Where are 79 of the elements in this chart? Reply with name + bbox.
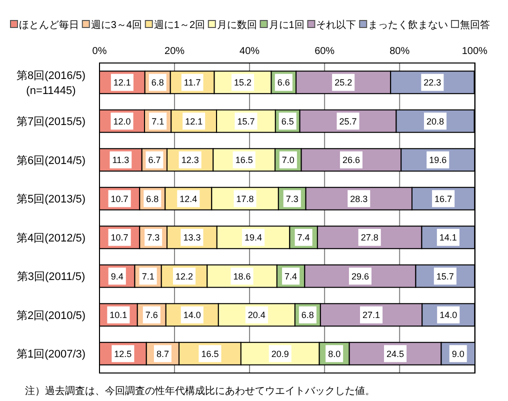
data-label: 16.5 (235, 155, 253, 166)
data-label: 6.8 (151, 78, 164, 88)
data-label: 28.3 (350, 194, 368, 204)
x-tick-label: 80% (390, 46, 410, 57)
data-label: 29.6 (351, 271, 369, 282)
data-label: 20.9 (271, 348, 289, 359)
data-label: 7.3 (286, 194, 298, 204)
legend-label: ほとんど毎日 (19, 19, 79, 31)
data-label: 15.2 (234, 78, 252, 88)
legend-label: まったく飲まない (368, 20, 448, 31)
data-label: 7.4 (297, 232, 310, 243)
data-label: 12.1 (113, 78, 131, 88)
y-tick-label: 第6回(2014/5) (16, 154, 86, 167)
y-tick-label: 第3回(2011/5) (16, 271, 86, 284)
y-tick-label: 第8回(2016/5) (n=11445) (16, 70, 86, 97)
legend-label: 週に3～4回 (90, 20, 142, 31)
legend-label: 月に1回 (268, 20, 304, 31)
data-label: 18.6 (233, 271, 251, 282)
data-label: 12.3 (181, 155, 199, 166)
data-label: 26.6 (342, 155, 360, 166)
data-label: 6.7 (148, 155, 161, 166)
data-label: 14.1 (439, 232, 457, 243)
data-label: 7.1 (142, 271, 154, 282)
data-label: 27.1 (362, 310, 380, 320)
x-tick-label: 100% (462, 46, 488, 57)
text: 注）過去調査は、今回調査の性年代構成比にあわせてウエイトバックした値。 (25, 385, 375, 397)
data-label: 11.7 (184, 78, 201, 88)
data-label: 25.2 (334, 78, 352, 88)
legend-label: 週に1～2回 (154, 20, 206, 31)
data-label: 9.4 (110, 271, 124, 282)
data-label: 6.6 (277, 78, 290, 88)
legend-label: 月に数回 (216, 20, 257, 31)
data-label: 15.7 (237, 116, 255, 126)
data-label: 19.4 (244, 232, 262, 243)
data-label: 7.6 (145, 310, 158, 320)
y-tick-label: 第4回(2012/5) (16, 232, 86, 244)
data-label: 13.3 (183, 232, 201, 243)
data-label: 7.4 (284, 271, 298, 282)
data-label: 20.4 (248, 310, 266, 320)
data-label: 16.5 (201, 348, 219, 359)
x-tick-label: 20% (164, 46, 185, 57)
data-label: 20.8 (426, 116, 444, 126)
data-label: 7.0 (282, 155, 294, 166)
data-label: 8.7 (156, 348, 169, 359)
data-label: 12.1 (185, 116, 203, 126)
data-label: 12.5 (114, 348, 132, 359)
data-label: 6.8 (301, 310, 314, 320)
legend-label: それ以下 (316, 19, 356, 31)
y-tick-label: 第7回(2015/5) (16, 116, 86, 128)
data-label: 10.7 (110, 194, 128, 204)
data-label: 10.7 (110, 232, 128, 243)
x-tick-label: 60% (314, 46, 335, 57)
data-label: 6.8 (146, 194, 159, 204)
data-label: 14.0 (183, 310, 201, 320)
data-label: 12.4 (180, 194, 198, 204)
data-label: 27.8 (360, 232, 378, 243)
y-tick-label: 第5回(2013/5) (16, 194, 86, 206)
x-tick-label: 0% (92, 46, 107, 57)
data-label: 17.8 (236, 194, 254, 204)
data-label: 12.2 (176, 271, 194, 282)
data-label: 9.0 (452, 348, 464, 359)
legend-label: 無回答 (460, 19, 490, 31)
data-label: 6.5 (281, 116, 294, 126)
data-label: 14.0 (440, 310, 458, 320)
y-tick-label: 第2回(2010/5) (16, 310, 86, 322)
data-label: 12.0 (113, 116, 131, 126)
data-label: 15.7 (436, 271, 454, 282)
data-label: 10.1 (110, 310, 128, 320)
data-label: 19.6 (429, 155, 447, 166)
y-tick-label: 第1回(2007/3) (16, 348, 86, 361)
data-label: 24.5 (386, 348, 404, 359)
data-label: 11.3 (112, 155, 130, 166)
data-label: 22.3 (424, 78, 442, 88)
data-label: 8.0 (328, 348, 341, 359)
data-label: 16.7 (434, 194, 452, 204)
data-label: 7.3 (147, 232, 160, 243)
data-label: 25.7 (339, 116, 357, 126)
data-label: 7.1 (152, 116, 164, 126)
x-tick-label: 40% (240, 46, 260, 57)
